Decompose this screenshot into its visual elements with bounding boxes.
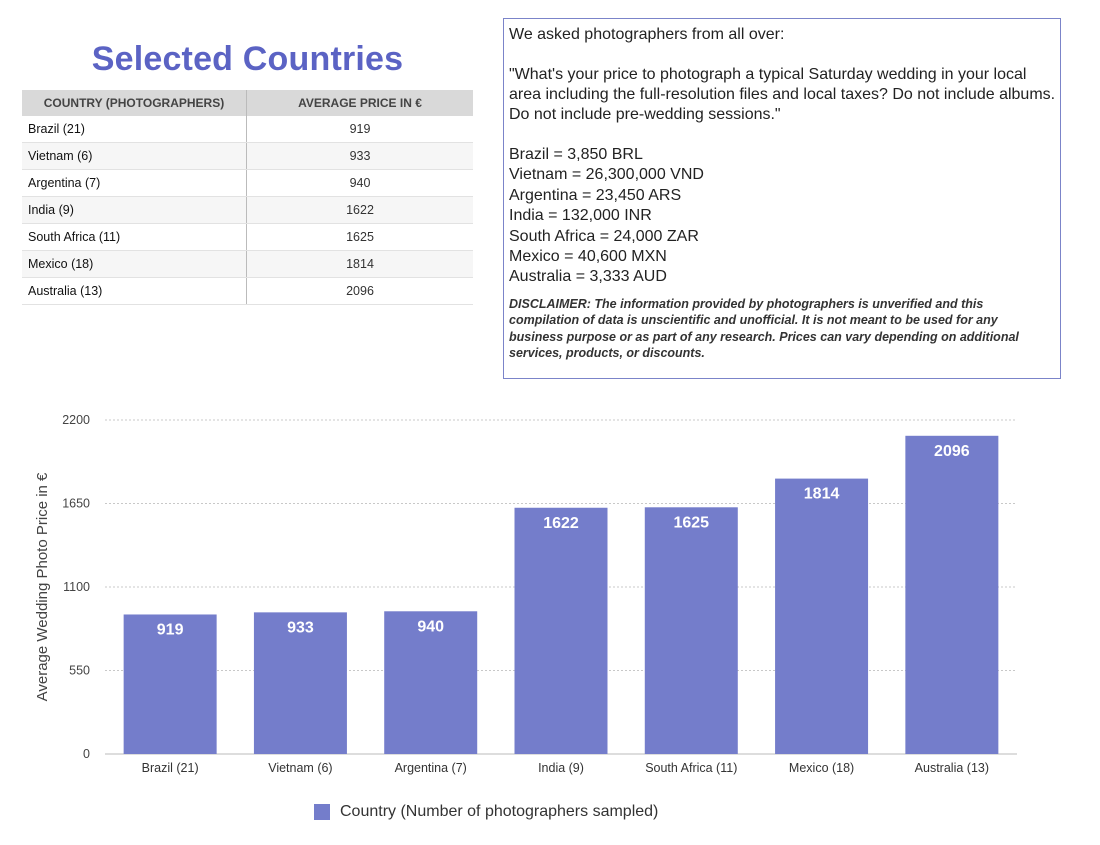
data-label: 1622	[543, 515, 579, 532]
bar	[905, 435, 999, 754]
rate-line: Vietnam = 26,300,000 VND	[509, 166, 704, 184]
table-row: Australia (13) 2096	[22, 277, 473, 305]
currency-rates: Brazil = 3,850 BRL Vietnam = 26,300,000 …	[509, 145, 1060, 288]
legend-label: Country (Number of photographers sampled…	[340, 803, 659, 820]
data-label: 1625	[673, 514, 709, 531]
disclaimer-text: DISCLAIMER: The information provided by …	[509, 296, 1019, 361]
y-tick-label: 1650	[62, 497, 90, 511]
country-cell: India (9)	[22, 196, 247, 224]
country-cell: South Africa (11)	[22, 223, 247, 251]
chart-legend: Country (Number of photographers sampled…	[314, 803, 658, 821]
price-cell: 1622	[246, 196, 473, 224]
bar	[775, 478, 869, 754]
rate-line: Argentina = 23,450 ARS	[509, 186, 682, 204]
legend-swatch	[314, 804, 330, 820]
x-tick-label: Vietnam (6)	[268, 761, 332, 775]
column-header-price: AVERAGE PRICE IN €	[246, 90, 473, 116]
rate-line: South Africa = 24,000 ZAR	[509, 227, 699, 245]
data-label: 1814	[804, 486, 840, 503]
table-row: Brazil (21) 919	[22, 116, 473, 143]
survey-intro: We asked photographers from all over:	[509, 26, 785, 43]
bar	[644, 507, 738, 754]
y-axis-title: Average Wedding Photo Price in €	[34, 472, 51, 701]
price-cell: 1814	[246, 250, 473, 278]
country-cell: Argentina (7)	[22, 169, 247, 197]
y-tick-label: 550	[69, 664, 90, 678]
survey-info-box: We asked photographers from all over: "W…	[503, 18, 1061, 379]
price-cell: 2096	[246, 277, 473, 305]
x-tick-label: South Africa (11)	[645, 761, 737, 775]
table-row: Argentina (7) 940	[22, 169, 473, 197]
x-tick-label: Mexico (18)	[789, 761, 854, 775]
price-table: COUNTRY (PHOTOGRAPHERS) AVERAGE PRICE IN…	[22, 90, 473, 305]
country-cell: Mexico (18)	[22, 250, 247, 278]
rate-line: Brazil = 3,850 BRL	[509, 146, 643, 163]
country-cell: Vietnam (6)	[22, 142, 247, 170]
data-label: 940	[417, 618, 444, 635]
x-tick-label: Argentina (7)	[395, 761, 467, 775]
rate-line: Mexico = 40,600 MXN	[509, 248, 667, 266]
price-cell: 933	[246, 142, 473, 170]
x-tick-label: Brazil (21)	[142, 761, 199, 775]
y-tick-label: 0	[83, 747, 90, 761]
table-row: India (9) 1622	[22, 196, 473, 224]
x-tick-label: India (9)	[538, 761, 584, 775]
y-tick-label: 1100	[63, 580, 90, 594]
y-tick-label: 2200	[62, 413, 90, 427]
page-title: Selected Countries	[91, 40, 404, 78]
data-label: 919	[157, 621, 184, 638]
data-label: 933	[287, 619, 314, 636]
rate-line: India = 132,000 INR	[509, 207, 652, 225]
bar-chart: 0 550 1100 1650 2200 Average Wedding Photo Pr…	[34, 413, 1017, 775]
table-row: Mexico (18) 1814	[22, 250, 473, 278]
bar	[514, 507, 608, 754]
table-row: South Africa (11) 1625	[22, 223, 473, 251]
table-row: Vietnam (6) 933	[22, 142, 473, 170]
survey-question: "What's your price to photograph a typic…	[509, 66, 1056, 123]
bar	[253, 612, 347, 754]
column-header-country: COUNTRY (PHOTOGRAPHERS)	[22, 90, 247, 116]
x-tick-label: Australia (13)	[915, 761, 989, 775]
bar	[384, 611, 478, 754]
data-label: 2096	[934, 443, 970, 460]
rate-line: Australia = 3,333 AUD	[509, 268, 667, 286]
country-cell: Australia (13)	[22, 277, 247, 305]
country-cell: Brazil (21)	[22, 116, 247, 143]
price-cell: 1625	[246, 223, 473, 251]
price-cell: 919	[246, 116, 473, 143]
bar	[123, 614, 217, 754]
price-cell: 940	[246, 169, 473, 197]
table-header-row: COUNTRY (PHOTOGRAPHERS) AVERAGE PRICE IN…	[22, 90, 473, 116]
